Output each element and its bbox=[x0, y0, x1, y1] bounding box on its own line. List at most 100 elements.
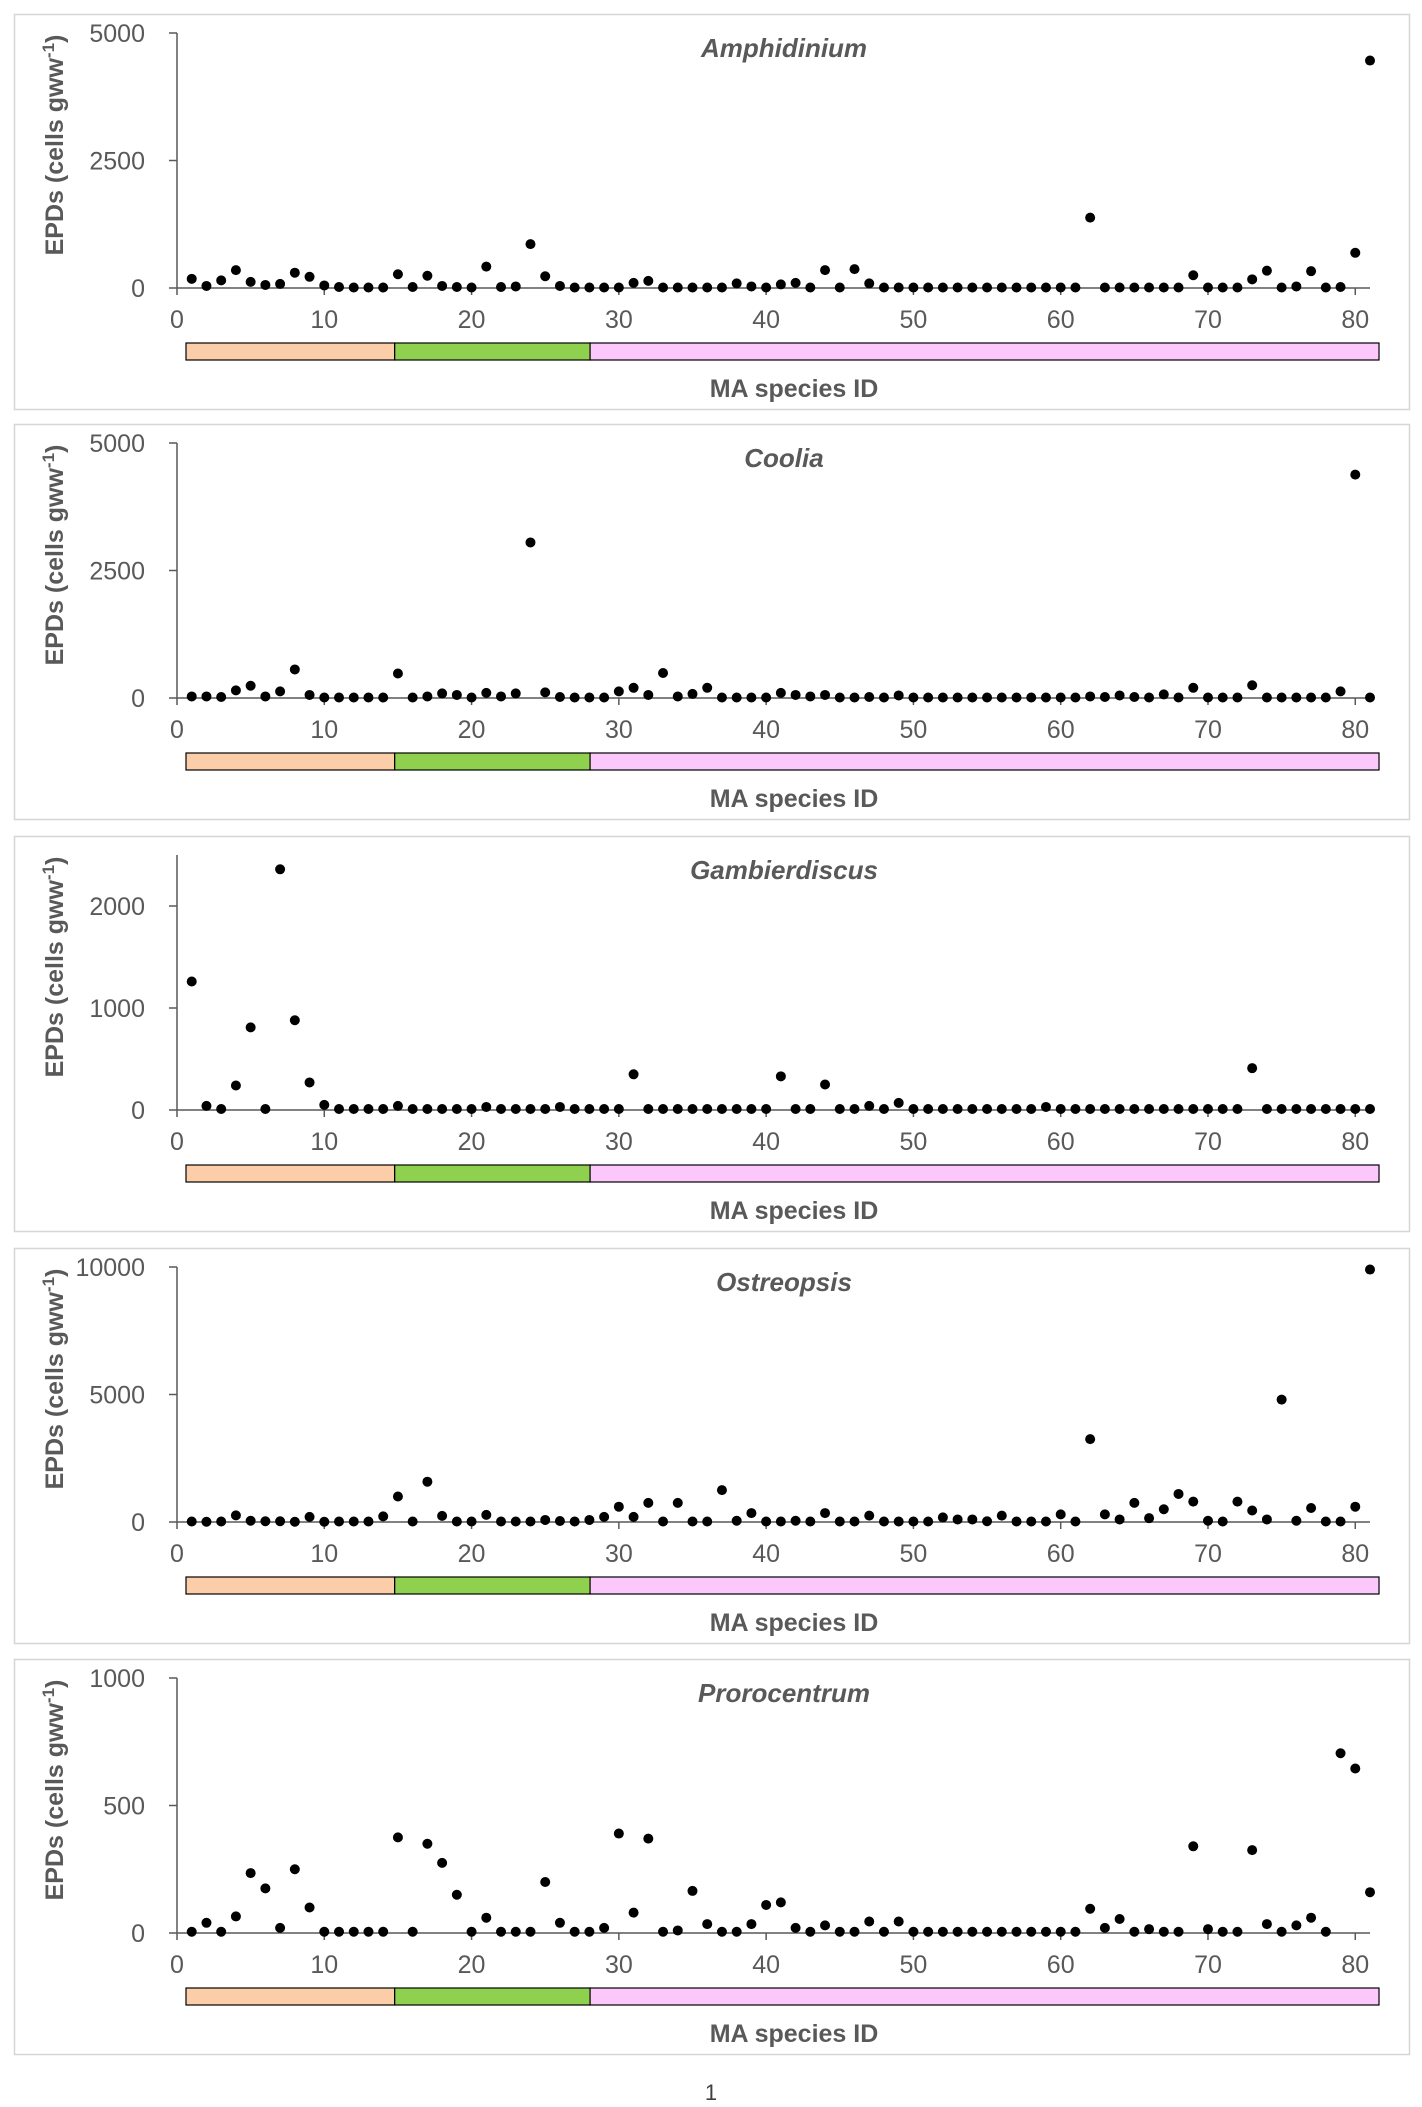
data-point bbox=[1070, 1516, 1081, 1527]
data-point bbox=[1261, 1103, 1272, 1114]
data-point bbox=[1011, 692, 1022, 703]
data-point bbox=[746, 1103, 757, 1114]
data-point bbox=[422, 1476, 433, 1487]
x-tick-label: 50 bbox=[900, 1951, 928, 1979]
data-point bbox=[481, 687, 492, 698]
data-point bbox=[908, 692, 919, 703]
data-point bbox=[496, 1103, 507, 1114]
x-tick-label: 80 bbox=[1341, 716, 1369, 744]
data-point bbox=[245, 276, 256, 287]
x-tick-label: 20 bbox=[458, 1540, 486, 1568]
data-point bbox=[746, 692, 757, 703]
data-point bbox=[1085, 1103, 1096, 1114]
data-point bbox=[1144, 282, 1155, 293]
data-point bbox=[289, 664, 300, 675]
data-point bbox=[569, 1516, 580, 1527]
data-point bbox=[613, 686, 624, 697]
data-point bbox=[1129, 282, 1140, 293]
data-point bbox=[1114, 1514, 1125, 1525]
data-point bbox=[775, 279, 786, 290]
data-point bbox=[275, 686, 286, 697]
x-tick-label: 10 bbox=[310, 716, 338, 744]
data-point bbox=[525, 537, 536, 548]
data-point bbox=[407, 1103, 418, 1114]
data-point bbox=[216, 275, 227, 286]
data-point bbox=[230, 265, 241, 276]
data-point bbox=[304, 1077, 315, 1088]
data-point bbox=[260, 279, 271, 290]
y-axis-label: EPDs (cells gww-1) bbox=[39, 1680, 69, 1901]
x-axis-label: MA species ID bbox=[710, 1197, 879, 1225]
data-point bbox=[805, 1103, 816, 1114]
data-point bbox=[820, 1920, 831, 1931]
data-point bbox=[613, 282, 624, 293]
data-point bbox=[716, 1926, 727, 1937]
data-point bbox=[1335, 1516, 1346, 1527]
data-point bbox=[1026, 692, 1037, 703]
data-point bbox=[790, 1103, 801, 1114]
data-point bbox=[348, 692, 359, 703]
x-tick-label: 50 bbox=[900, 1540, 928, 1568]
data-point bbox=[775, 1897, 786, 1908]
data-point bbox=[1085, 691, 1096, 702]
x-tick-label: 0 bbox=[170, 716, 184, 744]
data-point bbox=[805, 1516, 816, 1527]
data-point bbox=[525, 239, 536, 250]
data-point bbox=[687, 282, 698, 293]
data-point bbox=[275, 1922, 286, 1933]
data-point bbox=[319, 1099, 330, 1110]
data-point bbox=[201, 1917, 212, 1928]
data-point bbox=[1306, 266, 1317, 277]
data-point bbox=[201, 1100, 212, 1111]
data-point bbox=[864, 278, 875, 289]
data-point bbox=[1114, 1913, 1125, 1924]
data-point bbox=[540, 687, 551, 698]
chart-panel-4: 0 5000 10000 0 10 20 30 40 50 60 70 80 Ostreopsis EPD… bbox=[13, 1247, 1411, 1645]
data-point bbox=[1276, 1926, 1287, 1937]
chart-panel-3: 0 1000 2000 0 10 20 30 40 50 60 70 80 Gambierdiscus E… bbox=[13, 835, 1411, 1233]
x-tick-label: 70 bbox=[1194, 1540, 1222, 1568]
data-point bbox=[1114, 1103, 1125, 1114]
data-point bbox=[216, 1926, 227, 1937]
data-point bbox=[937, 282, 948, 293]
data-point bbox=[451, 1103, 462, 1114]
data-point bbox=[937, 1926, 948, 1937]
data-point bbox=[952, 1103, 963, 1114]
data-point bbox=[687, 1885, 698, 1896]
data-point bbox=[702, 1103, 713, 1114]
x-tick-label: 70 bbox=[1194, 306, 1222, 334]
data-point bbox=[672, 691, 683, 702]
group-bar-group-3 bbox=[589, 1576, 1380, 1595]
data-point bbox=[628, 277, 639, 288]
y-tick-label: 5000 bbox=[89, 1382, 145, 1410]
data-point bbox=[378, 1926, 389, 1937]
data-point bbox=[864, 1510, 875, 1521]
data-point bbox=[790, 1922, 801, 1933]
data-point bbox=[260, 1883, 271, 1894]
data-point bbox=[1247, 1845, 1258, 1856]
data-point bbox=[878, 282, 889, 293]
group-bar-group-1 bbox=[185, 1576, 396, 1595]
data-point bbox=[849, 1103, 860, 1114]
data-point bbox=[510, 1516, 521, 1527]
data-point bbox=[643, 1103, 654, 1114]
data-point bbox=[216, 1516, 227, 1527]
data-point bbox=[746, 1919, 757, 1930]
data-point bbox=[1232, 692, 1243, 703]
data-point bbox=[510, 688, 521, 699]
data-point bbox=[1202, 692, 1213, 703]
x-tick-label: 0 bbox=[170, 1951, 184, 1979]
data-point bbox=[952, 1926, 963, 1937]
data-point bbox=[672, 282, 683, 293]
data-point bbox=[628, 1511, 639, 1522]
data-point bbox=[878, 1103, 889, 1114]
data-point bbox=[746, 1508, 757, 1519]
data-point bbox=[967, 1514, 978, 1525]
group-bar-group-2 bbox=[394, 1576, 591, 1595]
data-point bbox=[1232, 1926, 1243, 1937]
x-axis-label: MA species ID bbox=[710, 785, 879, 813]
data-point bbox=[1055, 692, 1066, 703]
data-point bbox=[230, 1510, 241, 1521]
data-point bbox=[1026, 1516, 1037, 1527]
data-point bbox=[1291, 1515, 1302, 1526]
